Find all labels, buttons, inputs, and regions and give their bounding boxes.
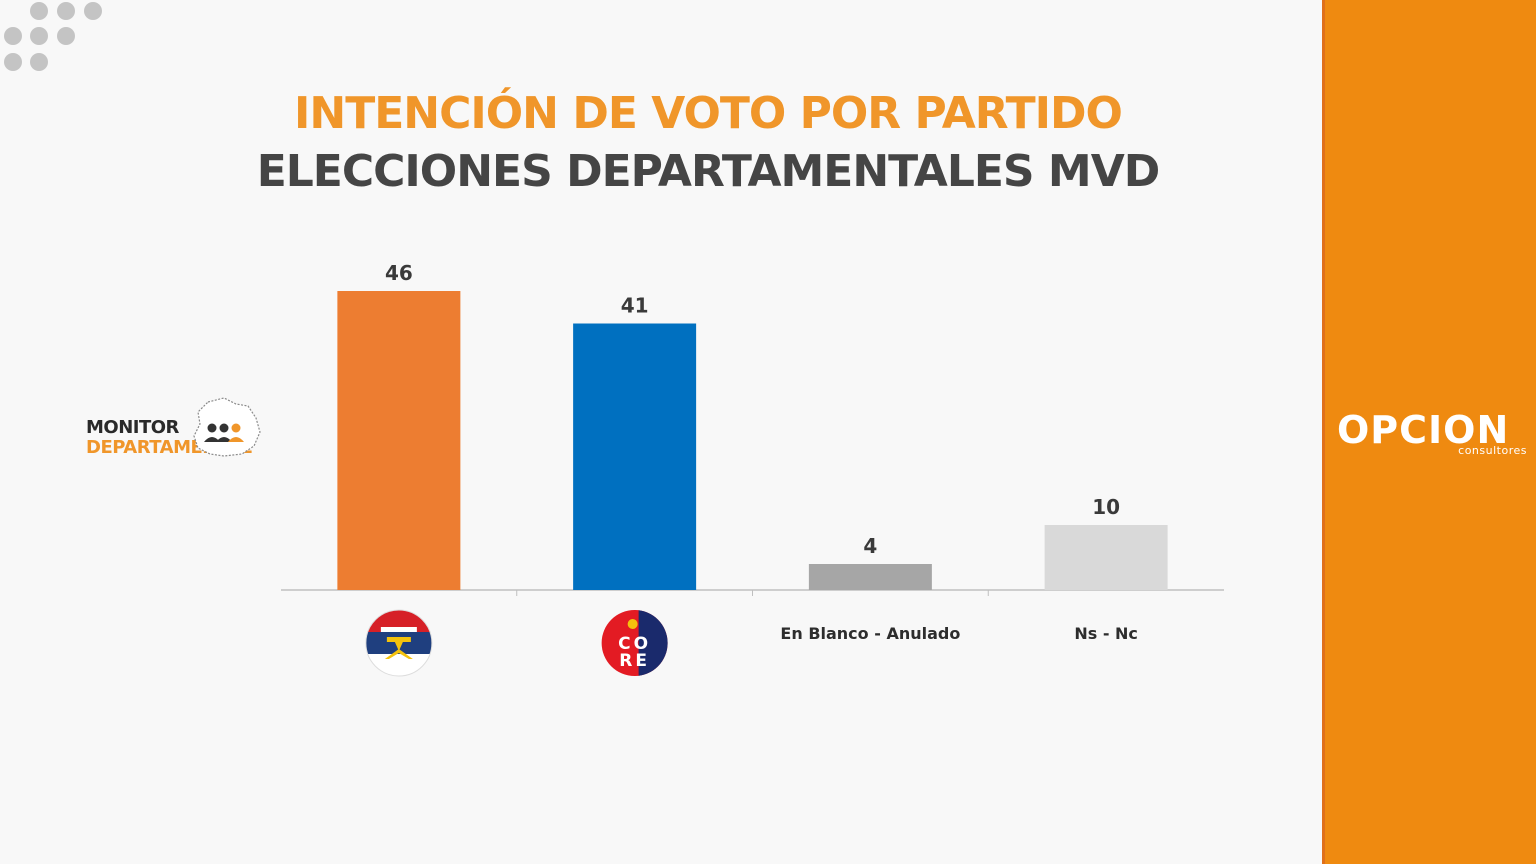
bar (1044, 525, 1168, 590)
frente-amplio-flag-icon (365, 609, 433, 677)
uruguay-map-icon (193, 397, 261, 457)
bar (573, 323, 697, 590)
monitor-departamental-logo: MONITOR DEPARTAMENTAL (86, 396, 276, 462)
chart-subtitle: ELECCIONES DEPARTAMENTALES MVD (256, 146, 1161, 197)
chart-title: INTENCIÓN DE VOTO POR PARTIDO (294, 88, 1123, 139)
opcion-logo-name: OPCION (1337, 408, 1510, 452)
core-icon-text: CO (618, 634, 651, 654)
decorative-dots (0, 0, 110, 80)
monitor-logo-line1: MONITOR (86, 417, 179, 438)
bar (808, 564, 932, 590)
side-panel: OPCION consultores (1322, 0, 1536, 864)
bar (337, 291, 461, 590)
core-icon-text: RE (619, 651, 650, 671)
opcion-consultores-logo: OPCION consultores (1337, 408, 1527, 460)
data-label: 46 (385, 261, 413, 285)
opcion-logo-tagline: consultores (1458, 444, 1527, 457)
category-label: En Blanco - Anulado (780, 624, 961, 643)
category-label: Ns - Nc (1074, 624, 1138, 643)
data-label: 4 (863, 534, 877, 558)
data-label: 41 (621, 294, 649, 318)
data-label: 10 (1092, 495, 1120, 519)
